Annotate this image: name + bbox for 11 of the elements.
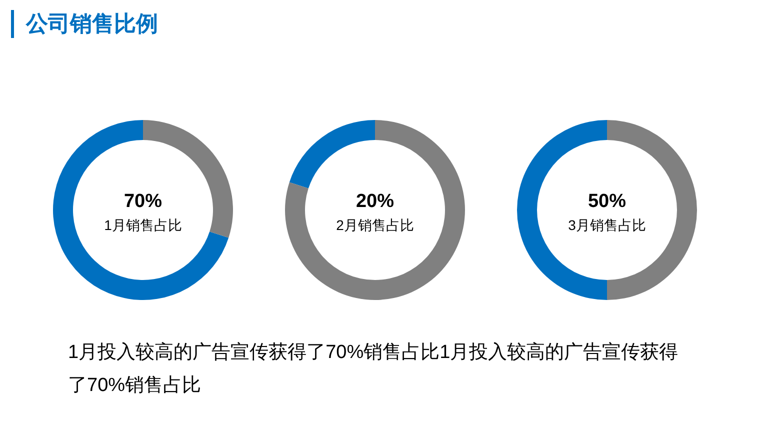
slice-label: 3月销售占比 (568, 217, 646, 233)
text: 1月投入较高的广告宣传获得了70%销售占比1月投入较高的广告宣传获得了70%销售占比 (68, 341, 680, 398)
slice-label: 1月销售占比 (104, 217, 182, 233)
chart-title: 公司销售比例 (25, 11, 158, 36)
data-label: 50% (588, 191, 626, 212)
data-label: 20% (356, 191, 394, 212)
data-label: 70% (124, 191, 162, 212)
donut-slice (53, 120, 229, 300)
donut-slice (285, 120, 465, 300)
slice-label: 2月销售占比 (336, 217, 414, 233)
donut-slice (289, 120, 375, 188)
